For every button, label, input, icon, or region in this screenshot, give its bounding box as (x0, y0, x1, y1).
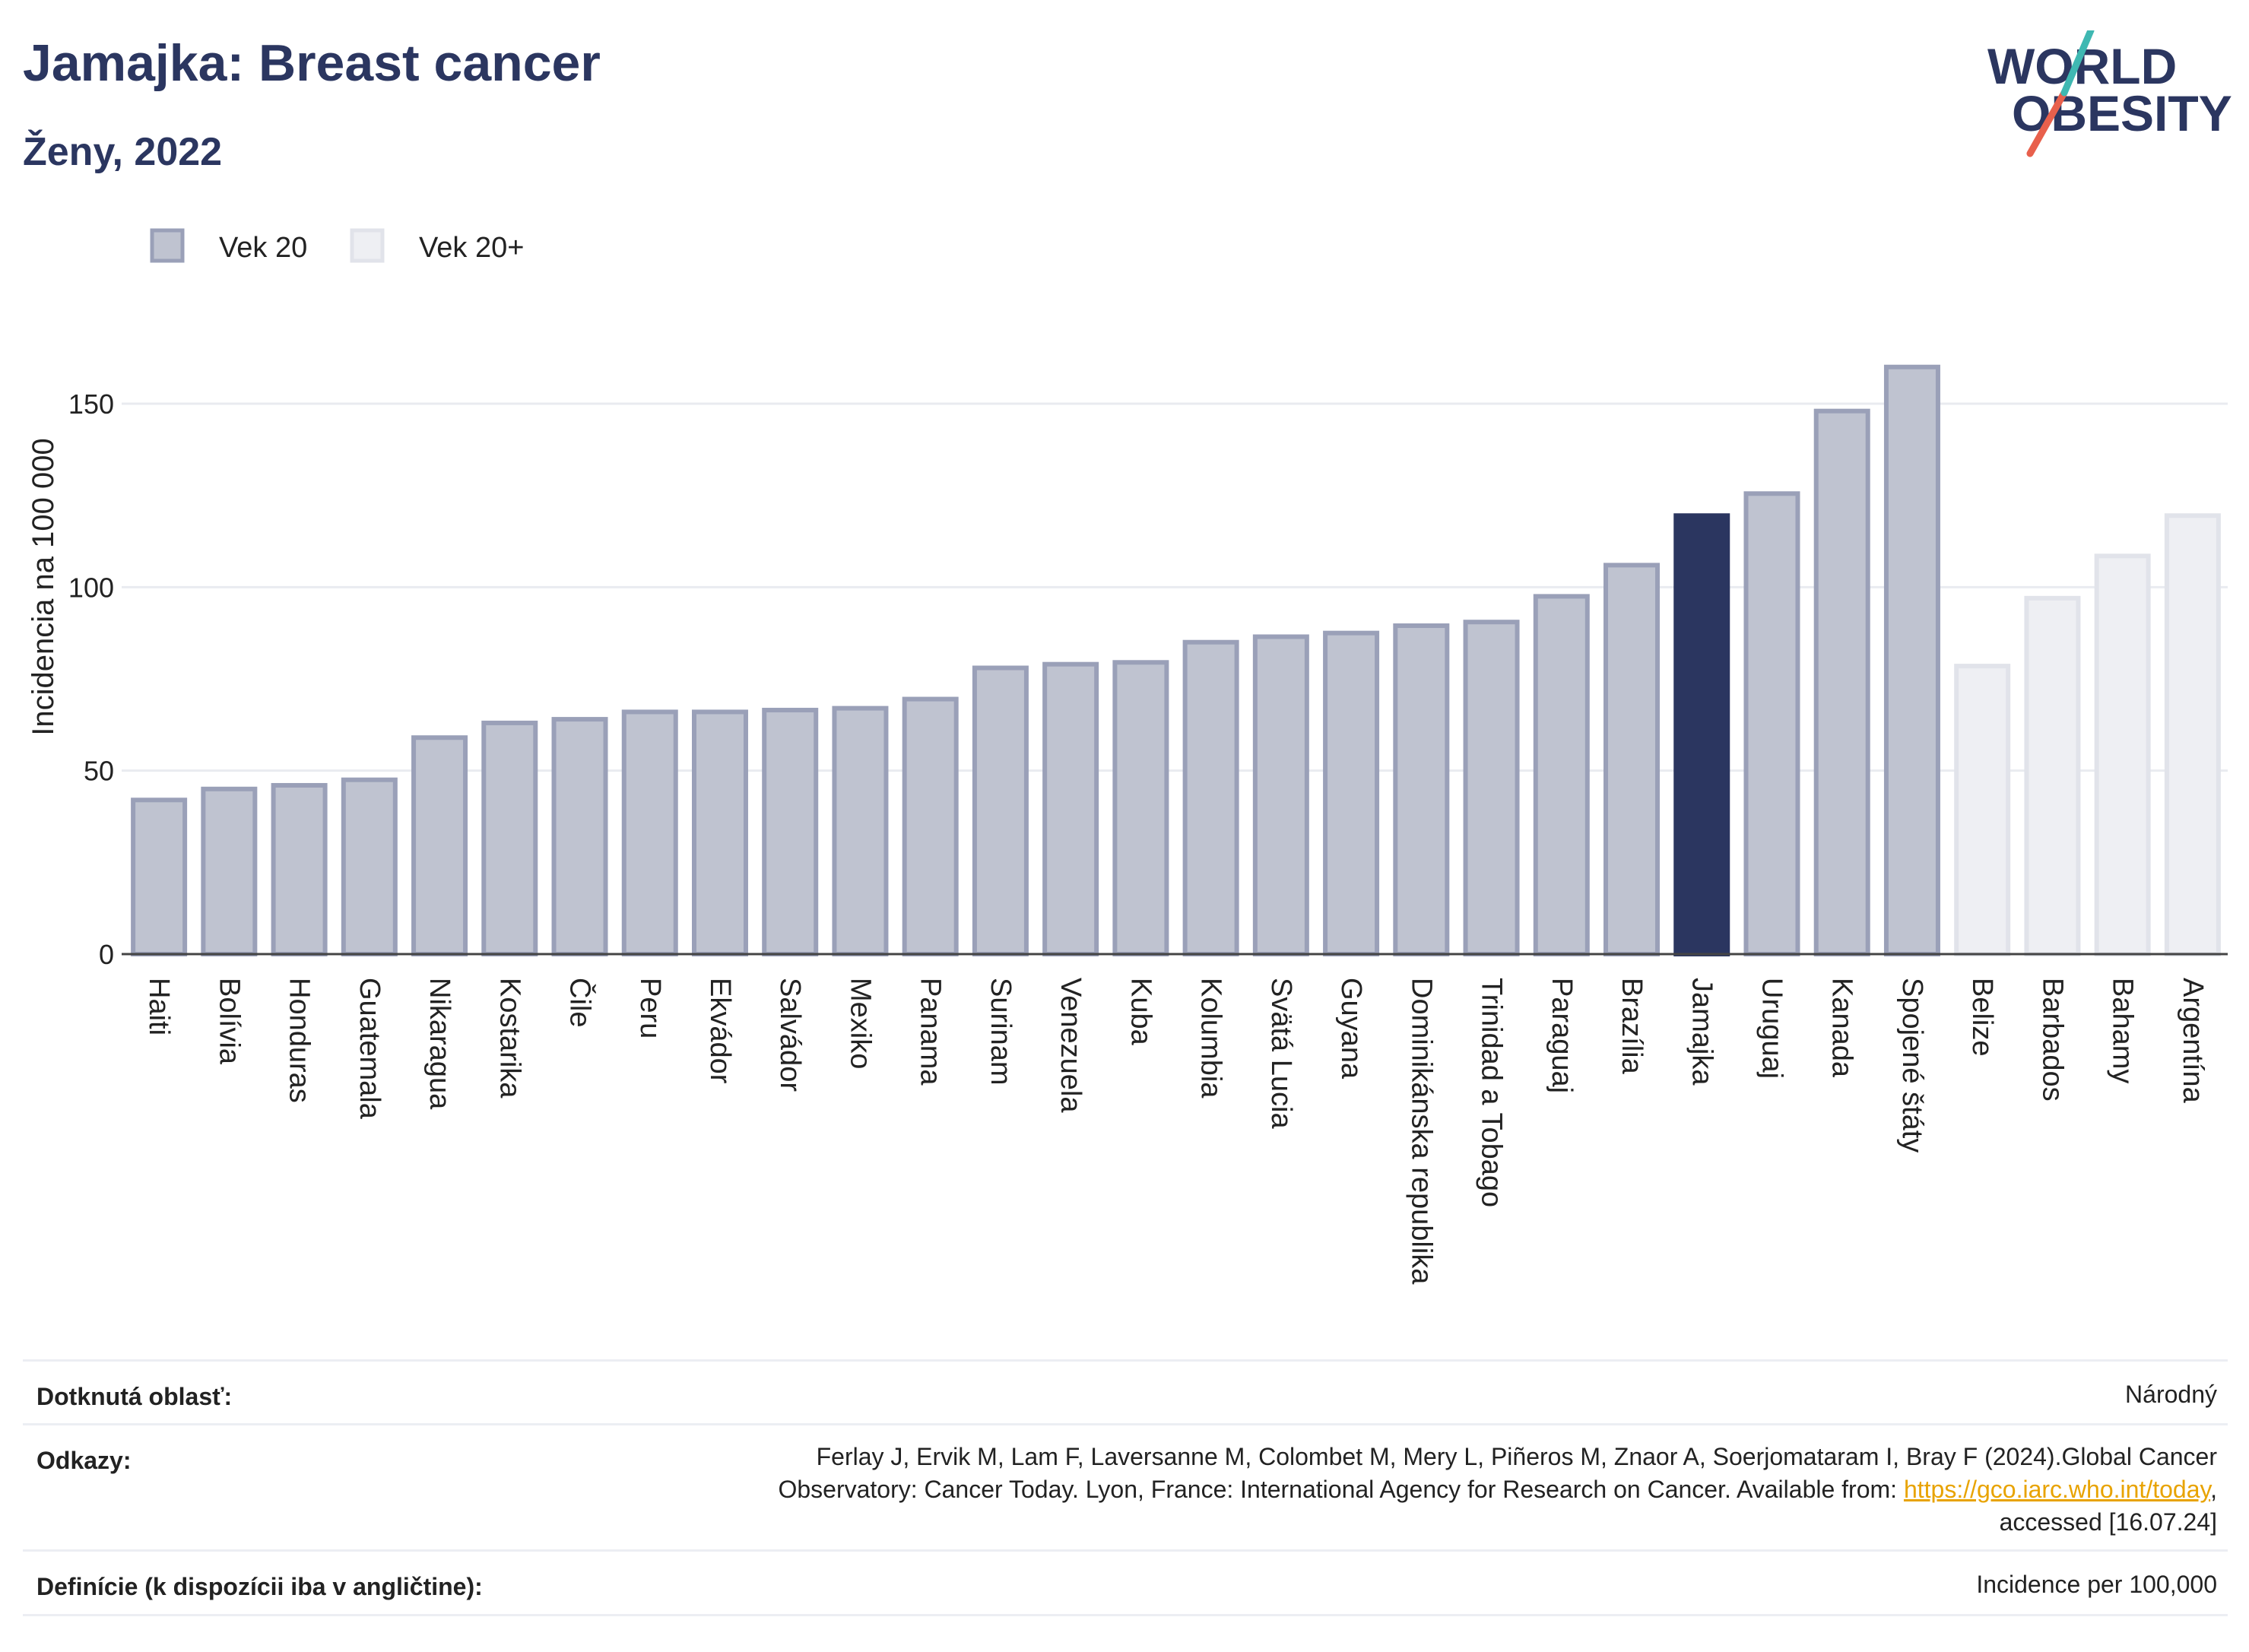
bar-Peru[interactable] (621, 709, 678, 956)
bar-Dominikánska republika[interactable] (1393, 623, 1450, 956)
x-tick-label: Kostarika (493, 978, 525, 1099)
bar-Svätá Lucia[interactable] (1252, 634, 1309, 956)
x-tick-label: Paraguaj (1546, 978, 1578, 1093)
x-tick-label: Nikaragua (423, 978, 455, 1110)
x-tick-label: Mexiko (844, 978, 876, 1069)
x-tick-label: Honduras (284, 978, 316, 1103)
bar-Brazília[interactable] (1603, 563, 1661, 957)
y-axis-label: Incidencia na 100 000 (27, 438, 60, 735)
area-value: Národný (2125, 1381, 2217, 1408)
legend-swatch (150, 228, 185, 263)
x-tick-label: Venezuela (1055, 978, 1086, 1113)
x-tick-label: Belize (1966, 978, 1998, 1057)
x-tick-label: Guatemala (354, 978, 385, 1120)
logo-line2: OBESITY (2012, 85, 2232, 141)
x-tick-label: Haiti (143, 978, 175, 1035)
bar-Trinidad a Tobago[interactable] (1463, 620, 1520, 956)
x-tick-label: Trinidad a Tobago (1476, 978, 1508, 1207)
bar-Kanada[interactable] (1813, 408, 1870, 956)
bar-Argentína[interactable] (2164, 513, 2221, 956)
info-row-references: Odkazy: Ferlay J, Ervik M, Lam F, Lavers… (23, 1423, 2228, 1552)
bar-Honduras[interactable] (271, 782, 328, 957)
bar-Guatemala[interactable] (341, 777, 398, 956)
bar-Venezuela[interactable] (1042, 661, 1099, 957)
x-tick-label: Spojené štáty (1896, 978, 1928, 1153)
bar-Jamajka[interactable] (1673, 513, 1730, 956)
bar-Panama[interactable] (902, 696, 959, 957)
bar-Paraguaj[interactable] (1533, 594, 1590, 957)
definitions-label: Definície (k dispozícii iba v angličtine… (36, 1573, 483, 1600)
x-tick-label: Dominikánska republika (1405, 978, 1437, 1285)
references-line2-end: , (2210, 1476, 2217, 1503)
bar-Haiti[interactable] (131, 797, 188, 957)
bar-Belize[interactable] (1954, 664, 2011, 957)
bar-Ekvádor[interactable] (691, 709, 748, 956)
area-label: Dotknutá oblasť: (36, 1383, 233, 1410)
references-line3: accessed [16.07.24] (1999, 1508, 2217, 1536)
bar-Spojené štáty[interactable] (1883, 364, 1940, 956)
x-tick-label: Barbados (2036, 978, 2068, 1102)
bar-Guyana[interactable] (1323, 630, 1380, 957)
page-title: Jamajka: Breast cancer (23, 34, 601, 92)
world-obesity-logo: WORLD OBESITY (1987, 30, 2232, 157)
bar-Bahamy[interactable] (2094, 553, 2151, 956)
bar-Kostarika[interactable] (481, 720, 538, 956)
x-tick-label: Kanada (1826, 978, 1858, 1078)
y-tick-label: 50 (84, 756, 114, 787)
x-tick-label: Panama (915, 978, 947, 1086)
bar-Salvádor[interactable] (762, 708, 819, 956)
bar-Kolumbia[interactable] (1182, 639, 1239, 956)
references-link[interactable]: https://gco.iarc.who.int/today (1903, 1476, 2211, 1503)
legend-item-2[interactable]: Vek 20+ (350, 228, 524, 264)
legend-label: Vek 20+ (419, 232, 524, 264)
x-tick-label: Bahamy (2107, 978, 2139, 1083)
bar-Nikaragua[interactable] (411, 735, 468, 957)
bar-Bolívia[interactable] (201, 786, 258, 957)
x-tick-label: Ekvádor (704, 978, 736, 1084)
x-tick-label: Salvádor (774, 978, 806, 1092)
bar-Surinam[interactable] (972, 665, 1029, 957)
references-value: Ferlay J, Ervik M, Lam F, Laversanne M, … (778, 1441, 2217, 1539)
x-tick-label: Surinam (985, 978, 1017, 1086)
references-line2-text: Observatory: Cancer Today. Lyon, France:… (778, 1476, 1904, 1503)
legend-item-1[interactable]: Vek 20 (150, 228, 307, 264)
references-line2: Observatory: Cancer Today. Lyon, France:… (778, 1473, 2217, 1506)
x-tick-label: Kolumbia (1195, 978, 1227, 1099)
y-tick-label: 100 (68, 572, 114, 603)
y-tick-label: 0 (99, 939, 114, 970)
info-row-definitions: Definície (k dispozícii iba v angličtine… (23, 1549, 2228, 1616)
x-tick-label: Peru (634, 978, 666, 1038)
info-row-area: Dotknutá oblasť: Národný (23, 1359, 2228, 1425)
x-tick-label: Jamajka (1686, 978, 1718, 1086)
x-tick-label: Brazília (1616, 978, 1648, 1075)
x-tick-label: Argentína (2177, 978, 2209, 1104)
y-tick-label: 150 (68, 388, 114, 420)
legend-swatch (350, 228, 385, 263)
x-tick-label: Guyana (1335, 978, 1367, 1080)
references-label: Odkazy: (36, 1447, 132, 1474)
page-subtitle: Ženy, 2022 (23, 130, 223, 174)
x-tick-label: Čile (564, 978, 598, 1027)
bar-Mexiko[interactable] (832, 706, 889, 956)
bar-Barbados[interactable] (2024, 595, 2081, 957)
references-line1: Ferlay J, Ervik M, Lam F, Laversanne M, … (816, 1443, 2217, 1470)
bar-Kuba[interactable] (1112, 660, 1169, 957)
bar-Čile[interactable] (551, 717, 608, 956)
bar-Uruguaj[interactable] (1743, 491, 1800, 956)
x-tick-label: Bolívia (213, 978, 245, 1065)
legend-label: Vek 20 (219, 232, 307, 264)
x-tick-label: Svätá Lucia (1265, 978, 1297, 1129)
x-tick-label: Kuba (1124, 978, 1156, 1046)
x-tick-label: Uruguaj (1756, 978, 1787, 1079)
definitions-value: Incidence per 100,000 (1976, 1571, 2217, 1598)
